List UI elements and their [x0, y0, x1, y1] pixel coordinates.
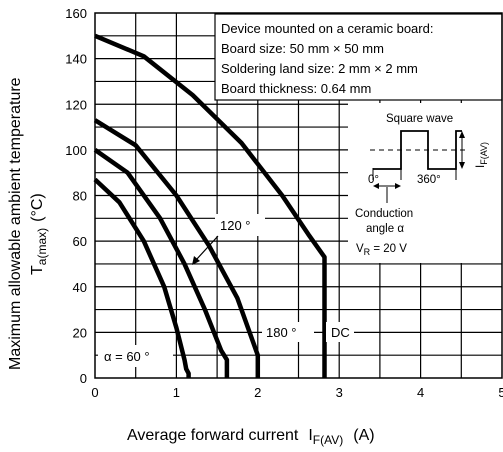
y-tick-label: 60 — [73, 234, 87, 249]
y-tick-label: 160 — [65, 6, 87, 21]
x-axis-subscript: F(AV) — [313, 433, 343, 447]
if-arrow-head-top — [459, 131, 465, 138]
label-120-arrow-head — [192, 256, 200, 265]
note-line-1: Device mounted on a ceramic board: — [221, 21, 433, 36]
vr-symbol: V — [356, 243, 364, 255]
y-tick-label: 0 — [80, 371, 87, 386]
y-tick-label: 40 — [73, 280, 87, 295]
label-bg-180 — [262, 322, 314, 342]
y-axis-symbol-label: Ta(max) (°C) — [29, 193, 49, 275]
y-axis-title: Maximum allowable ambient temperature — [7, 77, 24, 370]
x-tick-labels: 0 1 2 3 4 5 — [91, 385, 503, 400]
label-120: 120 ° — [220, 218, 251, 233]
note-box — [214, 13, 503, 101]
label-120-arrow — [195, 235, 219, 261]
y-tick-label: 140 — [65, 52, 87, 67]
y-axis-unit: (°C) — [29, 193, 46, 222]
note-line-4: Board thickness: 0.64 mm — [221, 81, 371, 96]
if-label: IF(AV) — [475, 142, 489, 168]
y-tick-label: 20 — [73, 325, 87, 340]
curves — [93, 33, 327, 378]
x-tick-label: 3 — [336, 385, 343, 400]
vr-label: VR = 20 V — [356, 243, 407, 257]
label-bg-60 — [98, 345, 173, 367]
waveform-inset — [348, 103, 502, 263]
vr-subscript: R — [364, 247, 371, 257]
series-line-1 — [93, 148, 230, 378]
x-tick-label: 4 — [417, 385, 424, 400]
vr-value: = 20 V — [370, 243, 407, 255]
label-180: 180 ° — [266, 325, 297, 340]
y-tick-labels: 0 20 40 60 80 100 120 140 160 — [65, 6, 87, 386]
y-tick-label: 80 — [73, 189, 87, 204]
x-tick-label: 1 — [173, 385, 180, 400]
x-axis-title: Average forward current — [127, 427, 299, 444]
y-axis-label: Maximum allowable ambient temperature — [7, 77, 24, 370]
note-line-2: Board size: 50 mm × 50 mm — [221, 41, 384, 56]
x-tick-label: 5 — [498, 385, 503, 400]
square-wave-diagram: Square wave IF(AV) 0° 360° Conduction an… — [355, 113, 489, 257]
y-tick-label: 100 — [65, 143, 87, 158]
label-bg-dc — [326, 322, 354, 342]
y-axis-symbol: T — [29, 265, 46, 275]
x-axis-label: Average forward current IF(AV) (A) — [127, 427, 375, 447]
conduction-label-2: angle α — [366, 223, 404, 235]
label-dc: DC — [331, 325, 350, 340]
if-symbol: I — [475, 165, 487, 168]
square-wave-label: Square wave — [386, 113, 453, 125]
x-axis-symbol: I — [308, 427, 312, 444]
plot-frame — [94, 12, 503, 379]
series-line-2 — [93, 118, 261, 378]
conduction-arrow-head-right — [395, 183, 401, 189]
conduction-label-1: Conduction — [355, 208, 413, 220]
label-alpha-60: α = 60 ° — [104, 349, 150, 364]
square-wave — [373, 130, 462, 170]
deg-0-label: 0° — [368, 174, 379, 186]
if-subscript: F(AV) — [479, 142, 489, 165]
x-axis-unit: (A) — [353, 427, 374, 444]
y-axis-subscript: a(max) — [35, 228, 49, 265]
series-line-0 — [93, 177, 191, 378]
x-tick-label: 0 — [91, 385, 98, 400]
x-tick-label: 2 — [254, 385, 261, 400]
if-arrow-head-bottom — [459, 162, 465, 169]
note-line-3: Soldering land size: 2 mm × 2 mm — [221, 61, 418, 76]
y-tick-label: 120 — [65, 97, 87, 112]
series-line-3 — [94, 33, 327, 378]
conduction-arrow-head-left — [373, 183, 379, 189]
deg-360-label: 360° — [417, 174, 441, 186]
label-bg-120 — [215, 214, 265, 236]
